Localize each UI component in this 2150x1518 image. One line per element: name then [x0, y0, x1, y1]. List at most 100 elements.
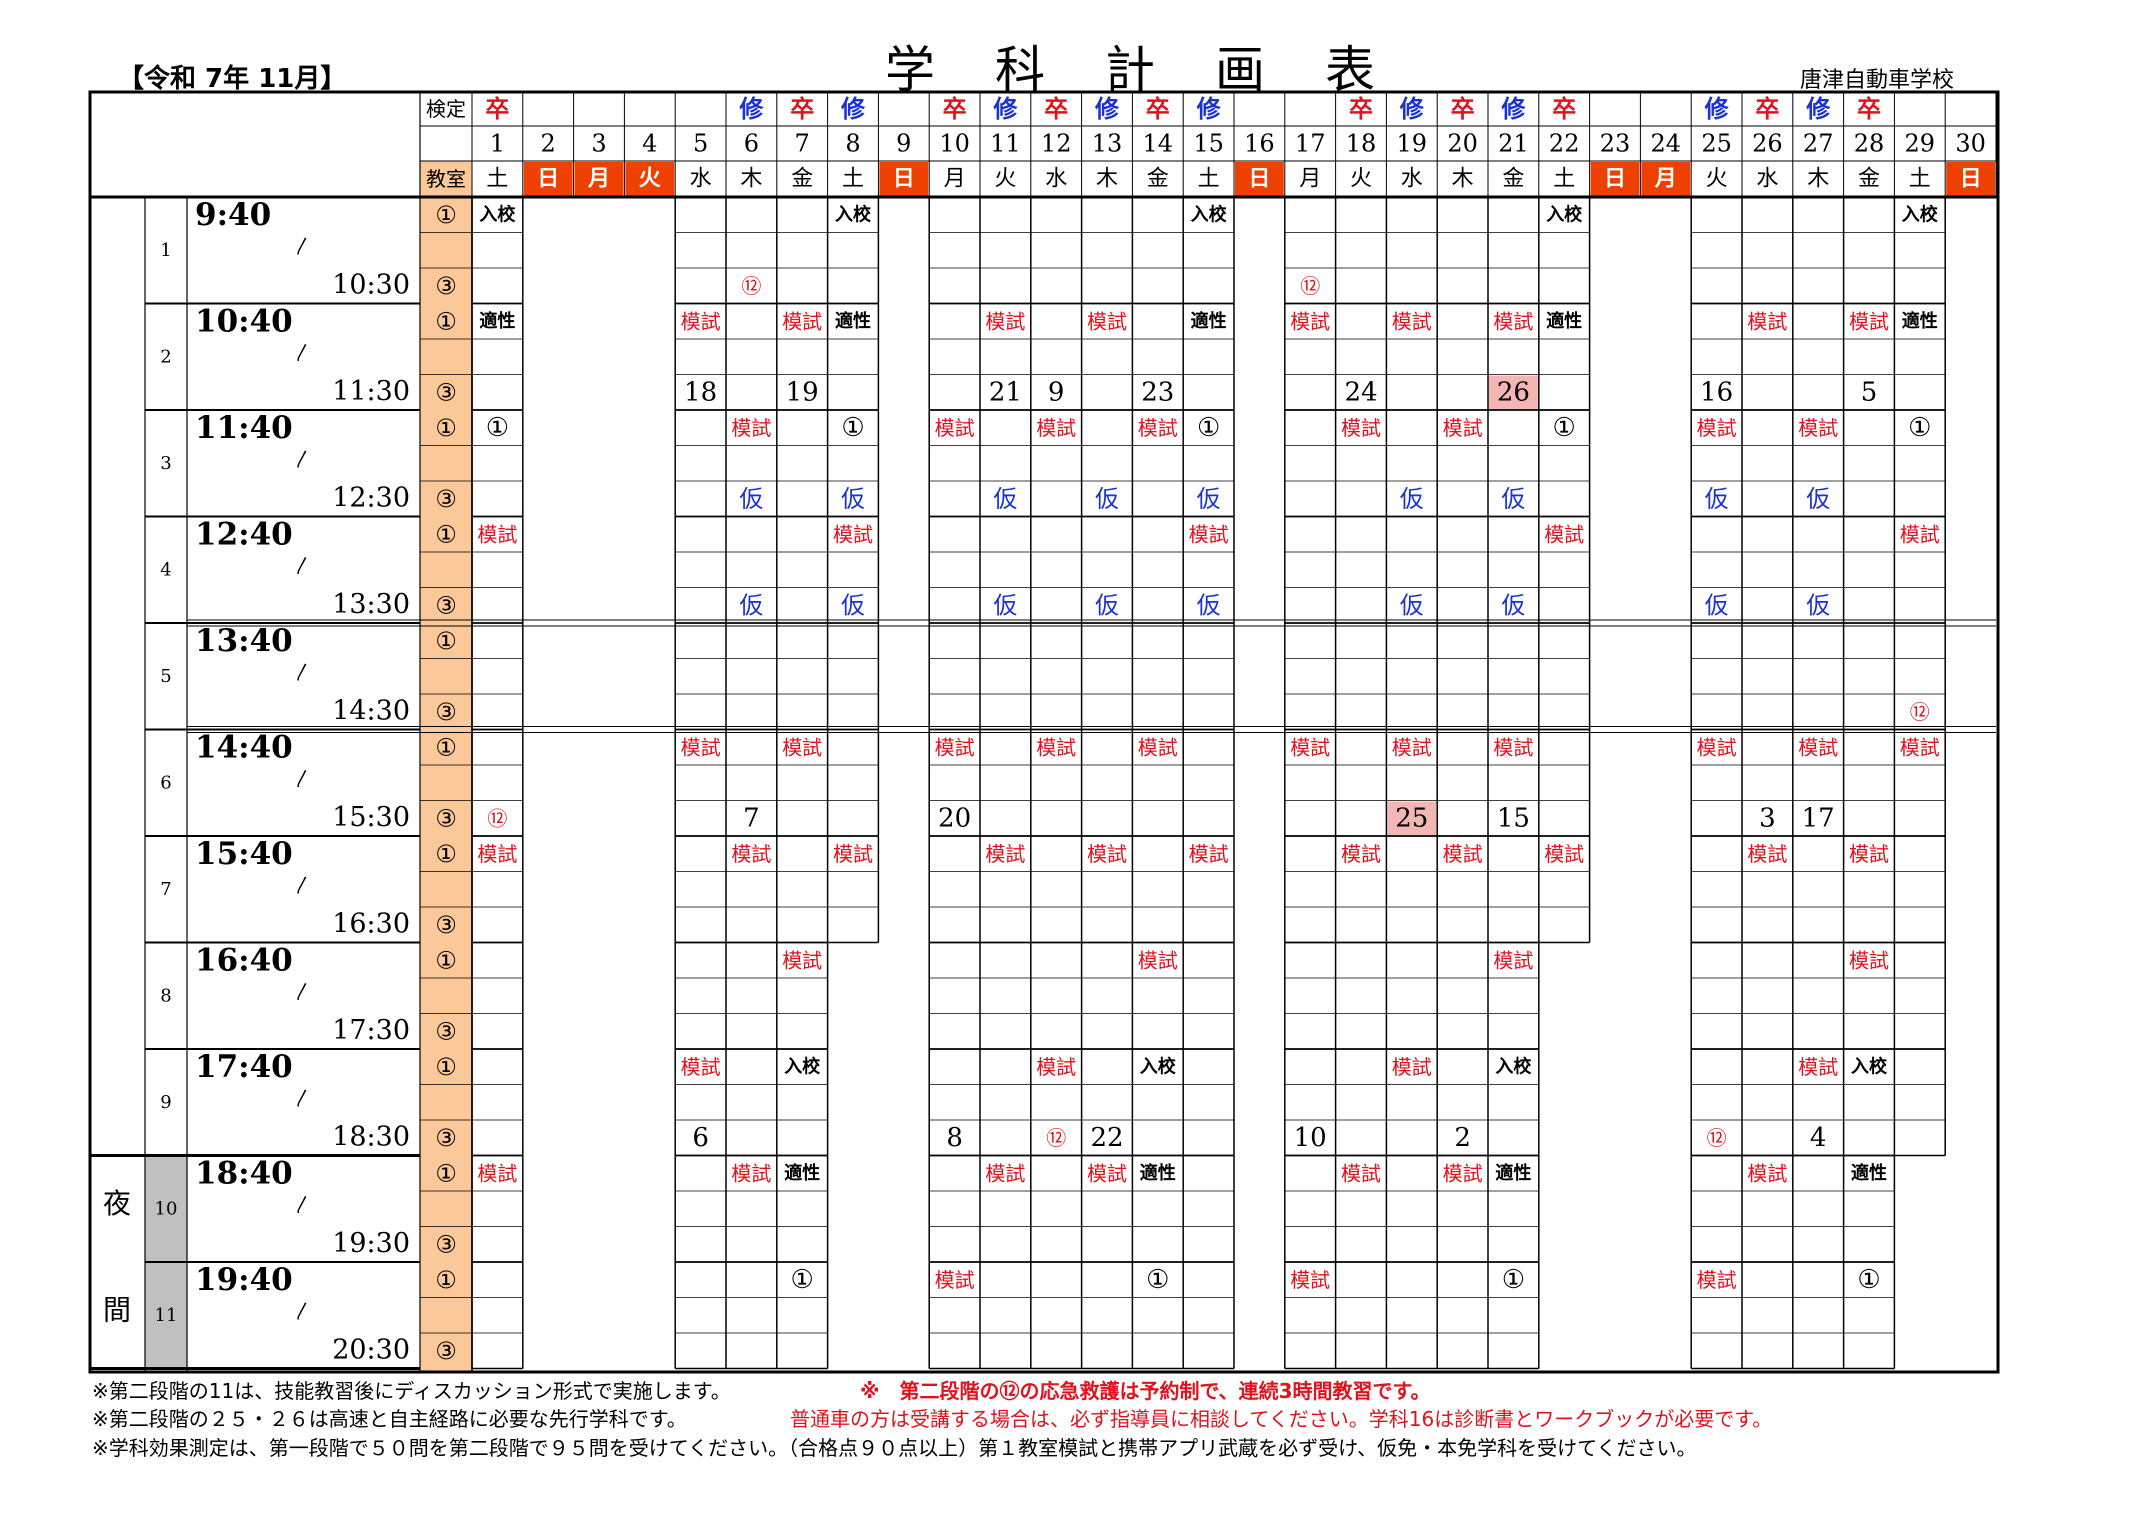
- schedule-entry: 模試: [731, 416, 771, 440]
- exam-mark: 修: [1196, 95, 1222, 123]
- classroom-header-bg: [420, 161, 472, 197]
- schedule-entry: 模試: [1290, 1268, 1330, 1292]
- exam-mark: 卒: [1146, 95, 1170, 123]
- weekday: 日: [1960, 167, 1982, 192]
- schedule-entry: 仮: [1197, 591, 1221, 619]
- period-start: 11:40: [195, 410, 293, 446]
- schedule-entry: 18: [684, 377, 717, 407]
- highlight-cell: [1489, 375, 1538, 409]
- day-number: 11: [990, 130, 1021, 158]
- room-1: ①: [435, 1053, 457, 1081]
- room-3: ③: [435, 591, 457, 619]
- schedule-entry: ⑫: [1046, 1126, 1066, 1150]
- schedule-entry: ①: [486, 413, 509, 443]
- schedule-entry: 模試: [1849, 842, 1889, 866]
- period-start: 12:40: [195, 517, 293, 553]
- weekday: 金: [1502, 167, 1524, 192]
- day-number: 15: [1193, 130, 1224, 158]
- day-number: 17: [1295, 130, 1326, 158]
- exam-mark: 修: [1805, 95, 1831, 123]
- schedule-entry: 適性: [1546, 310, 1582, 332]
- schedule-entry: 模試: [1290, 735, 1330, 759]
- schedule-entry: 入校: [1191, 203, 1228, 225]
- schedule-entry: 模試: [477, 842, 517, 866]
- schedule-entry: 模試: [1798, 1055, 1838, 1079]
- page-title: 学科計画表: [885, 41, 1435, 99]
- note-consult: 普通車の方は受講する場合は、必ず指導員に相談してください。学科16は診断書とワー…: [790, 1407, 1773, 1431]
- weekday: 木: [1096, 167, 1118, 192]
- schedule-entry: 9: [1048, 377, 1065, 407]
- schedule-entry: 模試: [833, 842, 873, 866]
- weekday: 日: [1248, 167, 1270, 192]
- schedule-entry: ⑫: [741, 274, 761, 298]
- exam-mark: 修: [1094, 95, 1120, 123]
- room-3: ③: [435, 804, 457, 832]
- weekday: 土: [1909, 167, 1931, 192]
- schedule-entry: 模試: [681, 735, 721, 759]
- schedule-entry: 20: [938, 803, 971, 833]
- room-3: ③: [435, 1230, 457, 1258]
- period-start: 16:40: [195, 943, 293, 979]
- weekday: 月: [587, 167, 610, 192]
- weekday: 木: [1807, 167, 1829, 192]
- schedule-entry: 模試: [1138, 948, 1178, 972]
- day-number: 14: [1143, 130, 1174, 158]
- table-border: [88, 90, 2000, 1374]
- schedule-entry: ①: [1857, 1265, 1880, 1295]
- day-number: 29: [1905, 130, 1936, 158]
- weekday: 水: [1045, 167, 1067, 192]
- weekday: 金: [791, 167, 813, 192]
- schedule-entry: 模試: [1849, 948, 1889, 972]
- schedule-entry: 模試: [985, 1161, 1025, 1185]
- day-number: 1: [490, 130, 505, 158]
- schedule-entry: 入校: [835, 203, 872, 225]
- day-number: 10: [939, 130, 970, 158]
- period-start: 9:40: [195, 197, 271, 233]
- weekday: 月: [944, 167, 966, 192]
- room-1: ①: [435, 733, 457, 761]
- period-start: 13:40: [195, 623, 293, 659]
- day-number: 7: [795, 130, 810, 158]
- wave-mark: 〳: [294, 876, 312, 897]
- schedule-entry: 模試: [681, 309, 721, 333]
- schedule-entry: 模試: [1443, 842, 1483, 866]
- exam-mark: 卒: [943, 95, 967, 123]
- day-number: 9: [896, 130, 911, 158]
- weekday: 火: [1706, 167, 1728, 192]
- schedule-entry: 仮: [1095, 591, 1119, 619]
- schedule-entry: 仮: [1705, 485, 1729, 513]
- schedule-entry: ①: [1502, 1265, 1525, 1295]
- era-label: 【令和 7年 11月】: [118, 64, 347, 94]
- exam-mark: 卒: [1755, 95, 1779, 123]
- period-number: 10: [155, 1198, 178, 1219]
- wave-mark: 〳: [294, 982, 312, 1003]
- schedule-entry: 模試: [1087, 842, 1127, 866]
- schedule-entry: 模試: [1036, 1055, 1076, 1079]
- period-end: 17:30: [332, 1015, 410, 1046]
- schedule-entry: 模試: [1341, 416, 1381, 440]
- schedule-entry: 入校: [479, 203, 516, 225]
- holiday-cell: [1590, 162, 1640, 196]
- schedule-entry: ①: [1553, 413, 1576, 443]
- day-number: 26: [1752, 130, 1783, 158]
- note-test: ※学科効果測定は、第一段階で５０問を第二段階で９５問を受けてください。（合格点９…: [92, 1436, 1697, 1460]
- schedule-entry: 仮: [841, 485, 865, 513]
- schedule-entry: 模試: [1189, 842, 1229, 866]
- period-end: 13:30: [332, 589, 410, 620]
- period-end: 16:30: [332, 909, 410, 940]
- schedule-entry: 模試: [1697, 735, 1737, 759]
- day-number: 3: [591, 130, 606, 158]
- schedule-entry: ①: [1908, 413, 1931, 443]
- exam-mark: 卒: [1857, 95, 1881, 123]
- highlight-cell: [1387, 801, 1437, 835]
- weekday: 火: [1350, 167, 1372, 192]
- schedule-entry: 適性: [479, 310, 515, 332]
- period-end: 15:30: [332, 802, 410, 833]
- day-number: 5: [693, 130, 708, 158]
- schedule-entry: 模試: [477, 1161, 517, 1185]
- schedule-entry: 仮: [1705, 591, 1729, 619]
- schedule-entry: 模試: [1900, 735, 1940, 759]
- schedule-entry: 仮: [1501, 485, 1525, 513]
- period-end: 18:30: [332, 1122, 410, 1153]
